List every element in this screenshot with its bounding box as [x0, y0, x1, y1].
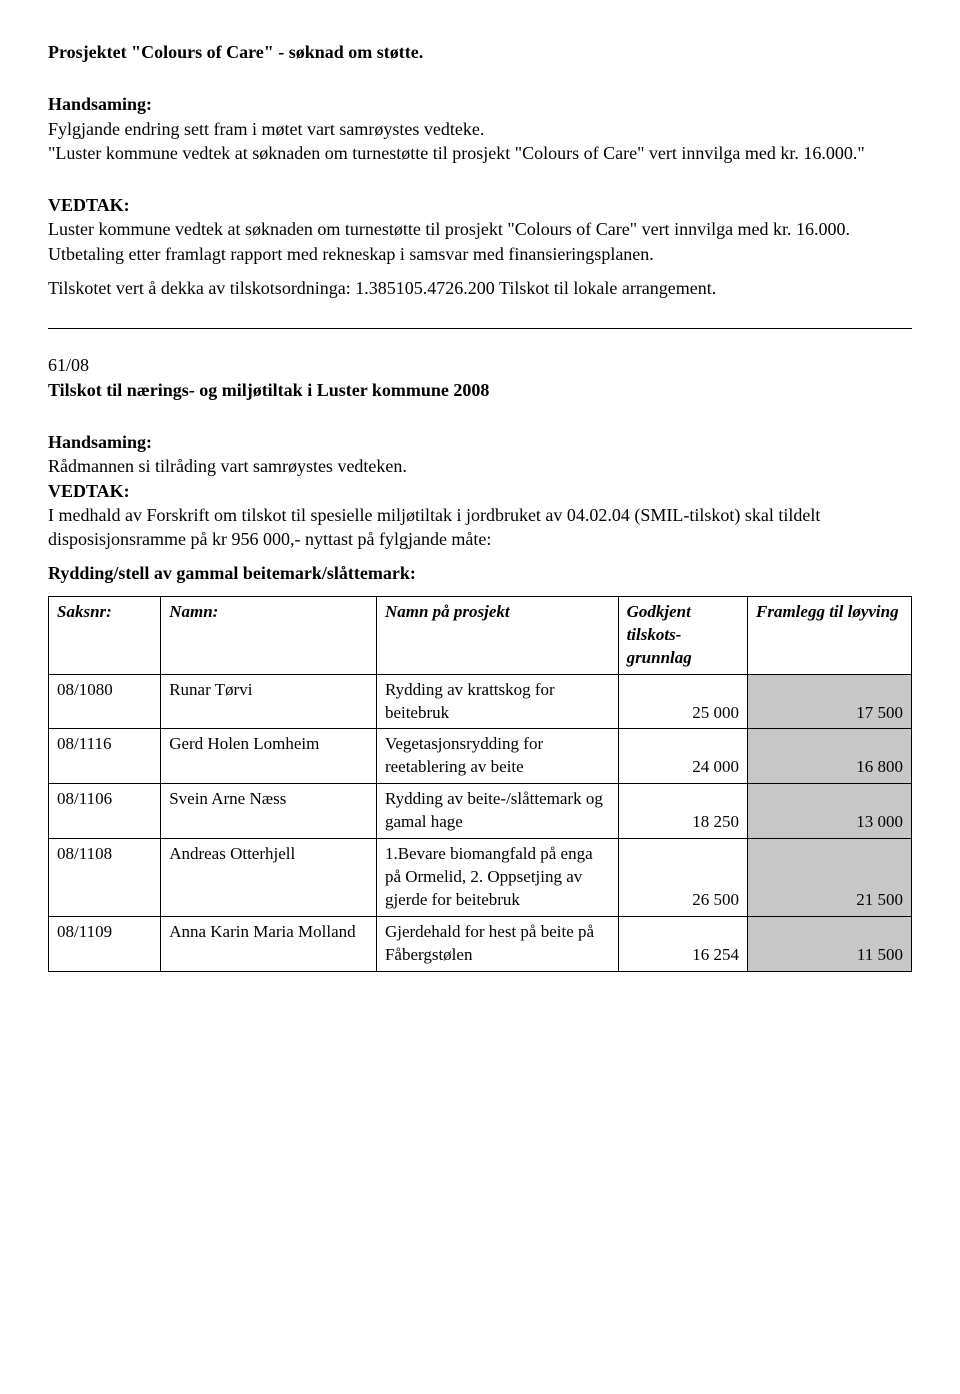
cell-saksnr: 08/1080: [49, 674, 161, 729]
cell-namn: Runar Tørvi: [161, 674, 377, 729]
handsaming-text: Fylgjande endring sett fram i møtet vart…: [48, 117, 912, 141]
cell-namn: Svein Arne Næss: [161, 784, 377, 839]
cell-namn: Gerd Holen Lomheim: [161, 729, 377, 784]
cell-saksnr: 08/1116: [49, 729, 161, 784]
case-title: Tilskot til nærings- og miljøtiltak i Lu…: [48, 378, 912, 402]
cell-godkjent: 26 500: [618, 839, 747, 917]
table-row: 08/1080Runar TørviRydding av krattskog f…: [49, 674, 912, 729]
vedtak2-text: I medhald av Forskrift om tilskot til sp…: [48, 503, 912, 552]
handsaming-label: Handsaming:: [48, 92, 912, 116]
case-ref: 61/08: [48, 353, 912, 377]
cell-godkjent: 24 000: [618, 729, 747, 784]
vedtak-label: VEDTAK:: [48, 193, 912, 217]
table-row: 08/1106Svein Arne NæssRydding av beite-/…: [49, 784, 912, 839]
cell-godkjent: 18 250: [618, 784, 747, 839]
table-heading: Rydding/stell av gammal beitemark/slåtte…: [48, 561, 912, 585]
col-godkjent: Godkjent tilskots-grunnlag: [618, 596, 747, 674]
page-title: Prosjektet "Colours of Care" - søknad om…: [48, 40, 912, 64]
cell-godkjent: 16 254: [618, 917, 747, 972]
cell-framlegg: 13 000: [748, 784, 912, 839]
cell-namn: Andreas Otterhjell: [161, 839, 377, 917]
col-saksnr: Saksnr:: [49, 596, 161, 674]
cell-framlegg: 17 500: [748, 674, 912, 729]
table-row: 08/1108Andreas Otterhjell1.Bevare bioman…: [49, 839, 912, 917]
vedtak2-label: VEDTAK:: [48, 479, 912, 503]
handsaming2-label: Handsaming:: [48, 430, 912, 454]
cell-namn: Anna Karin Maria Molland: [161, 917, 377, 972]
cell-prosjekt: Vegetasjonsrydding for reetablering av b…: [376, 729, 618, 784]
cell-prosjekt: 1.Bevare biomangfald på enga på Ormelid,…: [376, 839, 618, 917]
vedtak-p2: Utbetaling etter framlagt rapport med re…: [48, 242, 912, 266]
section-divider: [48, 328, 912, 329]
handsaming2-text: Rådmannen si tilråding vart samrøystes v…: [48, 454, 912, 478]
cell-prosjekt: Rydding av krattskog for beitebruk: [376, 674, 618, 729]
cell-framlegg: 11 500: [748, 917, 912, 972]
table-header-row: Saksnr: Namn: Namn på prosjekt Godkjent …: [49, 596, 912, 674]
cell-saksnr: 08/1108: [49, 839, 161, 917]
quote-text: "Luster kommune vedtek at søknaden om tu…: [48, 141, 912, 165]
vedtak-p1: Luster kommune vedtek at søknaden om tur…: [48, 217, 912, 241]
grants-table: Saksnr: Namn: Namn på prosjekt Godkjent …: [48, 596, 912, 972]
cell-prosjekt: Gjerdehald for hest på beite på Fåbergst…: [376, 917, 618, 972]
cell-godkjent: 25 000: [618, 674, 747, 729]
cell-saksnr: 08/1106: [49, 784, 161, 839]
col-namn: Namn:: [161, 596, 377, 674]
table-row: 08/1109Anna Karin Maria MollandGjerdehal…: [49, 917, 912, 972]
col-prosjekt: Namn på prosjekt: [376, 596, 618, 674]
cell-framlegg: 21 500: [748, 839, 912, 917]
cell-framlegg: 16 800: [748, 729, 912, 784]
table-row: 08/1116Gerd Holen LomheimVegetasjonsrydd…: [49, 729, 912, 784]
cell-prosjekt: Rydding av beite-/slåttemark og gamal ha…: [376, 784, 618, 839]
vedtak-p3: Tilskotet vert å dekka av tilskotsordnin…: [48, 276, 912, 300]
col-framlegg: Framlegg til løyving: [748, 596, 912, 674]
cell-saksnr: 08/1109: [49, 917, 161, 972]
